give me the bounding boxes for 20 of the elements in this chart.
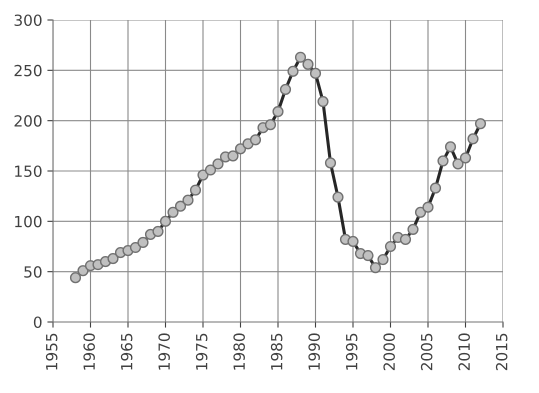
- y-tick-label: 50: [24, 266, 42, 278]
- x-tick-label: 2000: [383, 333, 395, 370]
- y-tick-label: 250: [14, 64, 42, 76]
- x-tick-label: 2005: [420, 334, 432, 370]
- x-tick-label: 1965: [120, 334, 132, 370]
- x-tick-label: 1970: [158, 333, 170, 370]
- y-tick-label: 0: [34, 316, 42, 328]
- y-tick-label: 200: [14, 115, 42, 127]
- x-tick-label: 1995: [346, 334, 358, 370]
- x-tick-label: 1960: [83, 333, 95, 370]
- y-tick-label: 100: [15, 216, 42, 228]
- x-tick-label: 1955: [46, 334, 58, 370]
- x-tick-label: 1980: [233, 333, 245, 370]
- x-tick-label: 1990: [308, 333, 320, 370]
- x-tick-label: 2015: [496, 334, 508, 370]
- y-tick-label: 300: [14, 14, 42, 26]
- x-tick-label: 1975: [196, 334, 208, 370]
- x-tick-label: 2010: [458, 333, 470, 370]
- y-tick-label: 150: [15, 165, 42, 178]
- x-tick-label: 1985: [270, 334, 282, 370]
